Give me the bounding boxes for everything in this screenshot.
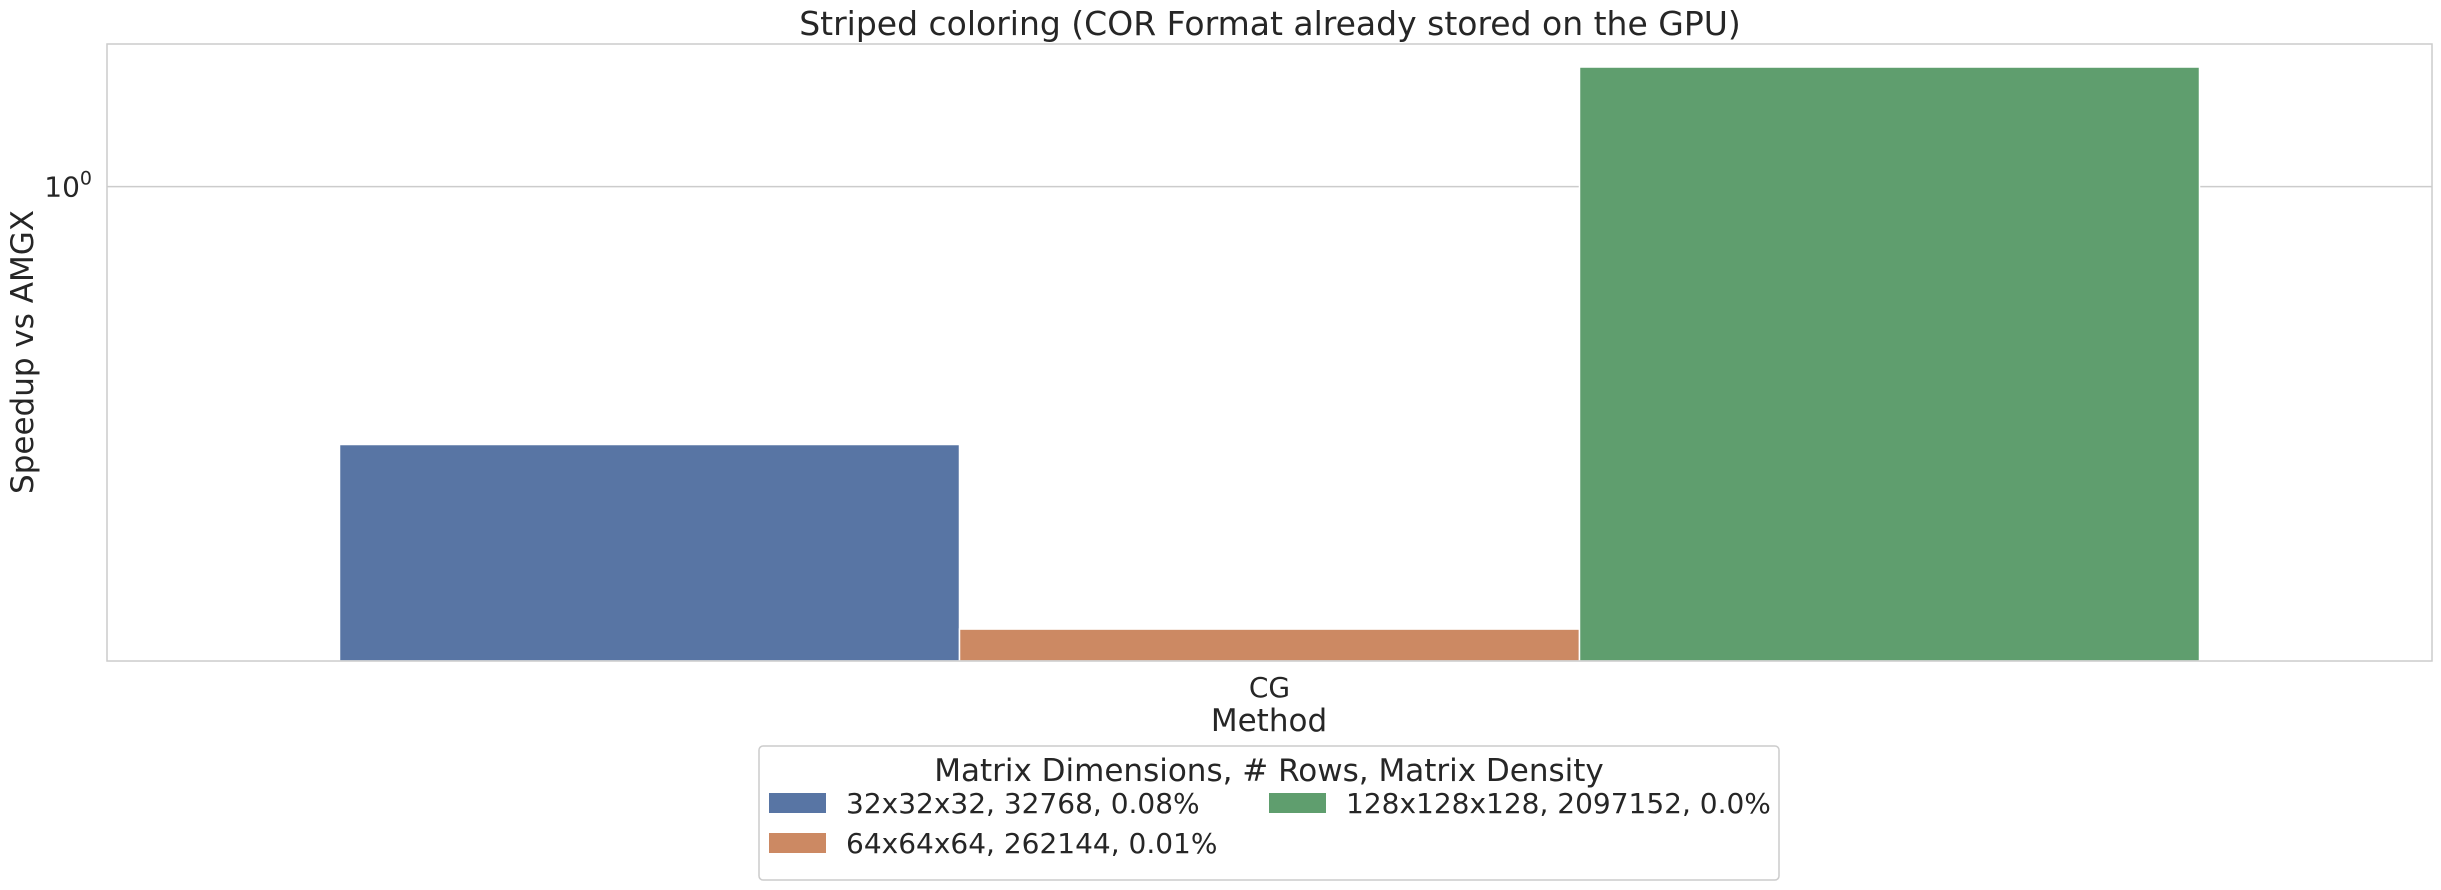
legend-label-1: 64x64x64, 262144, 0.01% [846, 827, 1217, 860]
legend-swatch-1 [769, 833, 826, 853]
bars [338, 66, 2201, 662]
legend-swatch-2 [1269, 793, 1326, 813]
bar-cg-series-0 [338, 443, 961, 662]
bar-cg-series-2 [1578, 66, 2201, 662]
y-axis-label: Speedup vs AMGX [5, 210, 41, 494]
legend: Matrix Dimensions, # Rows, Matrix Densit… [758, 745, 1780, 881]
x-tick-label-0: CG [1249, 671, 1290, 704]
x-axis-label: Method [1211, 703, 1327, 739]
y-tick-label-0: 100 [44, 168, 92, 204]
chart-title: Striped coloring (COR Format already sto… [799, 4, 1741, 43]
legend-label-2: 128x128x128, 2097152, 0.0% [1346, 787, 1771, 820]
bar-cg-series-1 [958, 628, 1581, 662]
y-tick-labels: 100 [44, 168, 92, 204]
legend-swatch-0 [769, 793, 826, 813]
x-tick-labels: CG [1249, 671, 1290, 704]
legend-title: Matrix Dimensions, # Rows, Matrix Densit… [934, 753, 1604, 789]
legend-label-0: 32x32x32, 32768, 0.08% [846, 787, 1200, 820]
legend-items: 32x32x32, 32768, 0.08% 64x64x64, 262144, … [769, 787, 1771, 860]
plot-frame [106, 43, 2433, 662]
